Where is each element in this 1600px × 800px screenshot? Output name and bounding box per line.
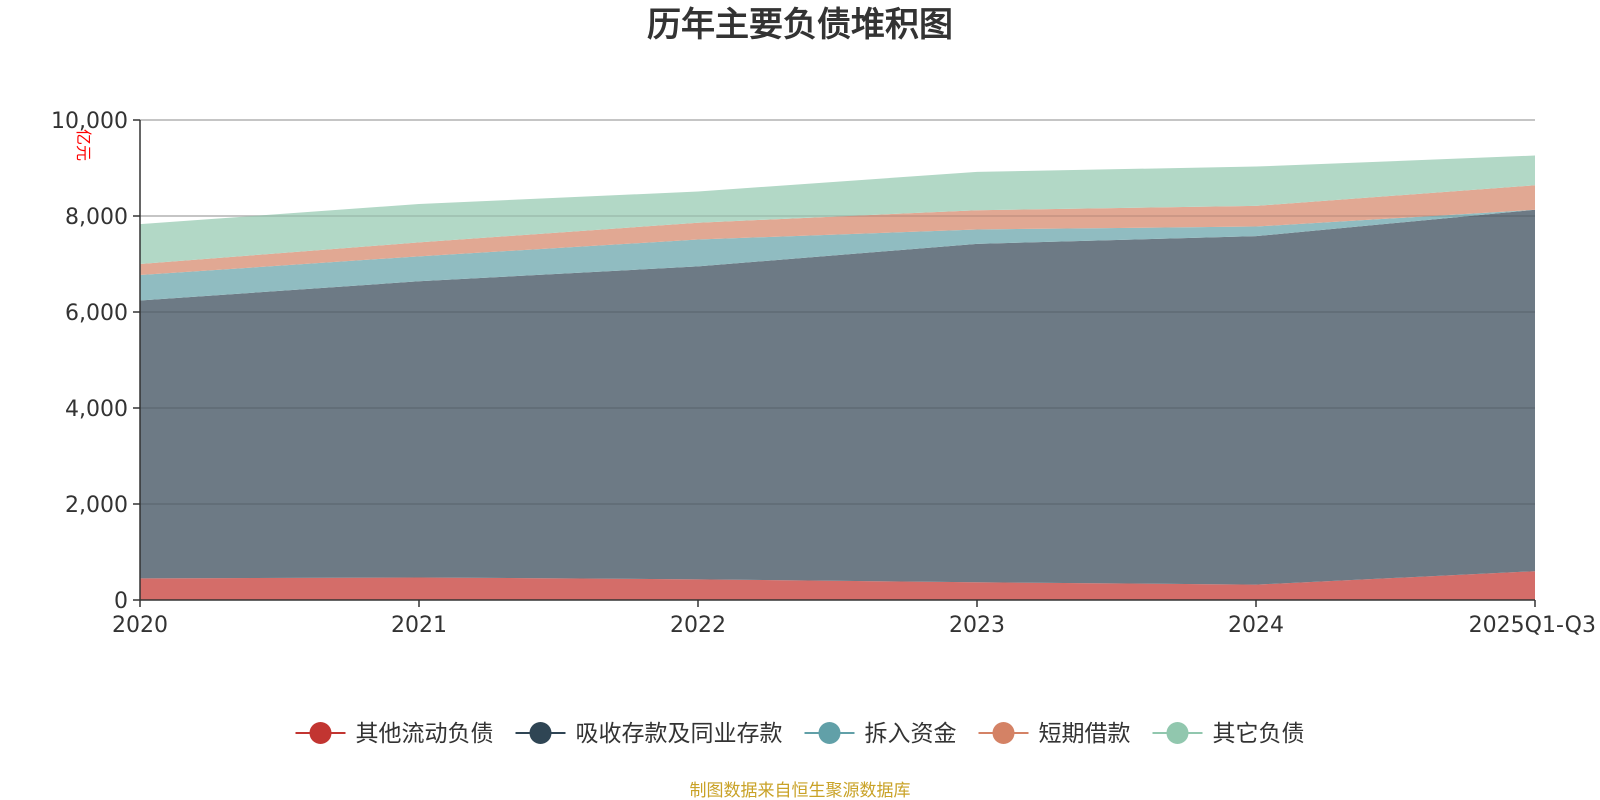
chart-title: 历年主要负债堆积图 — [647, 5, 953, 45]
area-series-4 — [140, 155, 1535, 264]
legend: 其他流动负债 吸收存款及同业存款 拆入资金 短期借款 其它负债 — [295, 721, 1305, 747]
legend-label: 拆入资金 — [865, 721, 957, 747]
area-series-2 — [140, 209, 1535, 301]
axes: 0 2,000 4,000 6,000 8,000 10,000 2020 2021 2022 2… — [51, 109, 1596, 638]
y-axis-unit-label: 亿元 — [74, 129, 93, 161]
legend-marker — [529, 722, 552, 744]
data-source-note: 制图数据来自恒生聚源数据库 — [690, 781, 911, 800]
legend-marker — [309, 722, 332, 744]
x-tick-label: 2023 — [949, 613, 1005, 638]
x-tick-label: 2021 — [391, 613, 447, 638]
legend-label: 吸收存款及同业存款 — [576, 721, 783, 747]
x-tick-label: 2020 — [112, 613, 168, 638]
area-series-3 — [140, 185, 1535, 276]
legend-item-1: 吸收存款及同业存款 — [515, 721, 783, 747]
legend-marker — [1166, 722, 1189, 744]
legend-item-3: 短期借款 — [978, 721, 1131, 747]
legend-marker — [992, 722, 1015, 744]
area-series-0 — [140, 571, 1535, 600]
legend-item-2: 拆入资金 — [804, 721, 957, 747]
y-tick-label: 6,000 — [65, 301, 128, 326]
legend-label: 其它负债 — [1213, 721, 1305, 747]
x-tick-label: 2025Q1-Q3 — [1469, 613, 1596, 638]
y-tick-label: 8,000 — [65, 205, 128, 230]
y-tick-label: 4,000 — [65, 397, 128, 422]
x-tick-label: 2022 — [670, 613, 726, 638]
legend-label: 其他流动负债 — [356, 721, 494, 747]
legend-label: 短期借款 — [1039, 721, 1131, 747]
area-series-group — [140, 119, 1535, 600]
area-series-1 — [140, 209, 1535, 585]
legend-marker — [818, 722, 841, 744]
x-tick-label: 2024 — [1228, 613, 1284, 638]
y-tick-label: 2,000 — [65, 493, 128, 518]
legend-item-0: 其他流动负债 — [295, 721, 494, 747]
legend-item-4: 其它负债 — [1152, 721, 1305, 747]
y-tick-label: 0 — [114, 589, 128, 614]
y-tick-label: 10,000 — [51, 109, 128, 134]
